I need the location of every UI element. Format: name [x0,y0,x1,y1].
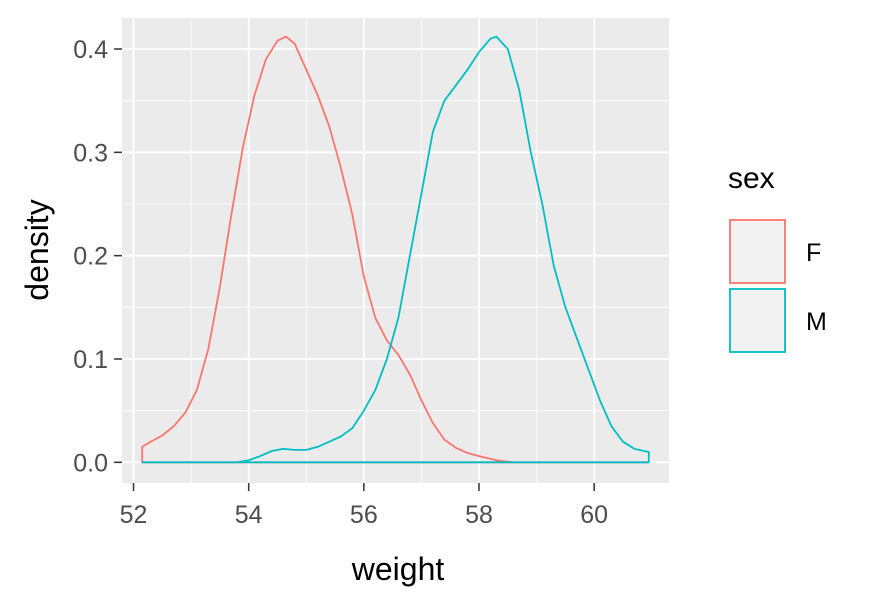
x-tick-label: 60 [580,501,608,529]
density-curve-M [141,35,650,464]
y-tick-label: 0.4 [73,36,108,64]
x-tick-label: 58 [465,501,493,529]
x-tick-labels: 52 54 56 58 60 [120,501,608,529]
y-tick-labels: 0.0 0.1 0.2 0.3 0.4 [73,36,108,477]
x-tick-label: 56 [350,501,378,529]
grid-minor [122,18,669,483]
y-tick-label: 0.1 [73,346,108,374]
y-axis-title: density [19,199,55,300]
axis-ticks [114,48,595,491]
legend-label-F: F [806,239,821,267]
y-tick-label: 0.0 [73,449,108,477]
legend: sex FM [728,162,827,353]
y-tick-label: 0.2 [73,243,108,271]
legend-key-M [729,288,786,353]
legend-label-M: M [806,308,827,336]
legend-key-F [729,219,786,284]
density-curve-F [141,35,650,464]
y-tick-label: 0.3 [73,139,108,167]
x-axis-title: weight [351,551,445,587]
panel-background [122,18,669,483]
x-tick-label: 52 [120,501,148,529]
legend-title: sex [728,162,775,195]
legend-items: FM [729,219,827,353]
series-layer [141,35,650,464]
x-tick-label: 54 [235,501,263,529]
